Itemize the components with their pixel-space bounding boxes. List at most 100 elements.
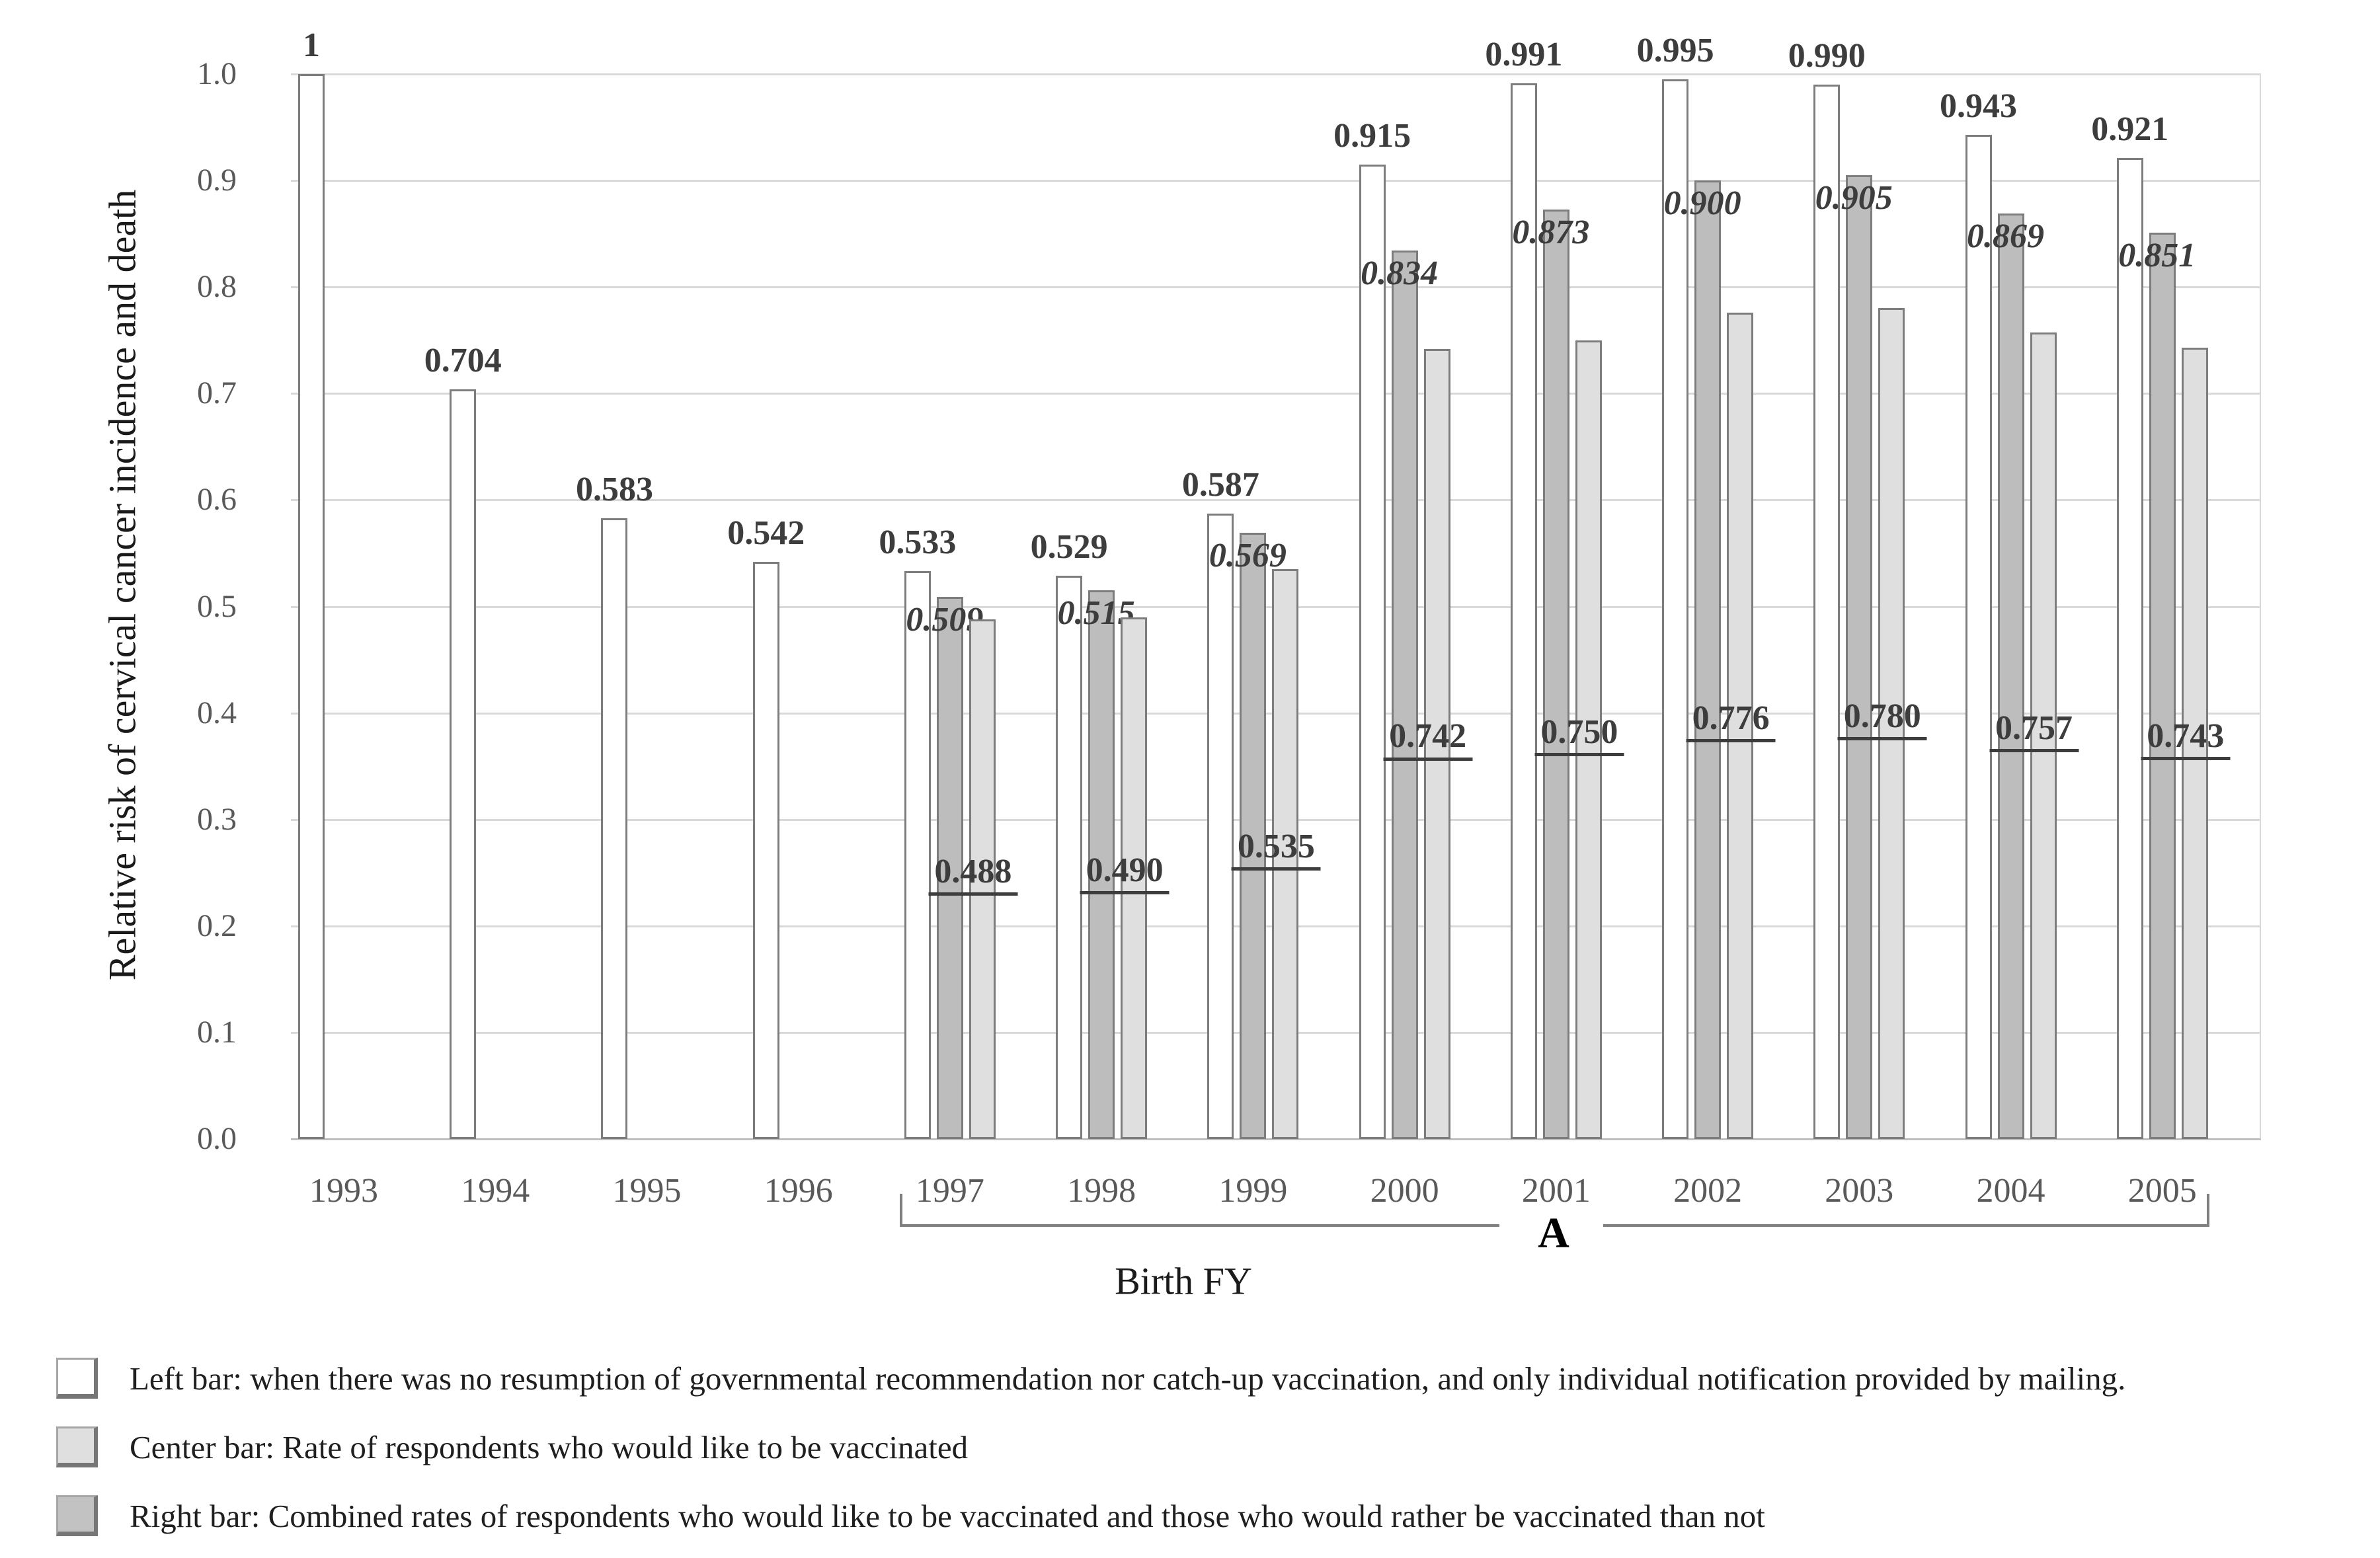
bar-left-2000 — [1359, 164, 1386, 1139]
value-label-center-2005: 0.851 — [2118, 237, 2196, 275]
y-tick-label: 0.4 — [197, 695, 237, 730]
bar-left-2005 — [2116, 158, 2143, 1139]
bar-left-2002 — [1662, 79, 1689, 1139]
bar-right-2002 — [1727, 312, 1754, 1139]
bar-left-1998 — [1056, 575, 1083, 1139]
bar-center-2002 — [1694, 180, 1722, 1139]
legend-label: Right bar: Combined rates of respondents… — [130, 1497, 1765, 1534]
y-tick-label: 0.8 — [197, 269, 237, 305]
bracket-tick-left — [899, 1194, 902, 1226]
value-label-right-1997: 0.488 — [928, 853, 1018, 896]
y-tick-label: 0.1 — [197, 1014, 237, 1050]
bar-left-2003 — [1813, 85, 1841, 1139]
y-tick-label: 0.5 — [197, 588, 237, 624]
bar-left-2004 — [1965, 134, 1992, 1139]
legend-item-right-bar: Right bar: Combined rates of respondents… — [56, 1495, 1765, 1536]
bar-left-2001 — [1510, 83, 1537, 1139]
bar-left-1994 — [450, 389, 477, 1139]
value-label-left-1997: 0.533 — [879, 524, 957, 562]
x-tick-label-2001: 2001 — [1521, 1172, 1591, 1210]
value-label-center-2003: 0.905 — [1815, 179, 1893, 217]
x-tick-label-1998: 1998 — [1067, 1172, 1136, 1210]
bracket-line-right — [1603, 1224, 2209, 1227]
x-tick-label-1994: 1994 — [461, 1172, 530, 1210]
y-tick-label: 0.3 — [197, 801, 237, 837]
value-label-right-2005: 0.743 — [2141, 717, 2231, 760]
y-tick-label: 0.7 — [197, 375, 237, 411]
bar-center-2004 — [1997, 214, 2024, 1139]
x-tick-label-1996: 1996 — [764, 1172, 833, 1210]
bracket-group-annotation: A — [1538, 1209, 1569, 1257]
y-tick-label: 1.0 — [197, 56, 237, 91]
value-label-left-2002: 0.995 — [1636, 32, 1714, 70]
legend-item-center-bar: Center bar: Rate of respondents who woul… — [56, 1426, 968, 1467]
bar-left-1996 — [752, 561, 779, 1139]
y-tick-label: 0.0 — [197, 1121, 237, 1156]
value-label-right-1999: 0.535 — [1231, 828, 1321, 871]
legend-swatch-right-bar — [56, 1495, 98, 1536]
gridline-0.6 — [291, 499, 2261, 502]
value-label-center-2000: 0.834 — [1361, 254, 1439, 293]
legend-swatch-left-bar — [56, 1358, 98, 1399]
legend-label: Left bar: when there was no resumption o… — [130, 1360, 2126, 1397]
bar-center-2003 — [1846, 175, 1873, 1139]
bar-left-1997 — [904, 571, 931, 1139]
bar-right-2004 — [2030, 332, 2057, 1139]
bar-right-2001 — [1575, 340, 1602, 1139]
legend-swatch-center-bar — [56, 1426, 98, 1467]
value-label-left-1993: 1 — [303, 26, 320, 64]
bar-center-1999 — [1240, 533, 1267, 1139]
x-tick-label-2003: 2003 — [1825, 1172, 1894, 1210]
x-axis-title: Birth FY — [1115, 1259, 1252, 1303]
value-label-left-1998: 0.529 — [1030, 527, 1108, 566]
value-label-left-1999: 0.587 — [1181, 466, 1259, 504]
bar-left-1993 — [298, 74, 325, 1139]
x-tick-label-2002: 2002 — [1673, 1172, 1743, 1210]
bar-right-1997 — [969, 619, 996, 1139]
bar-right-2005 — [2181, 348, 2208, 1139]
bar-right-2003 — [1878, 308, 1905, 1139]
x-tick-label-1993: 1993 — [309, 1172, 378, 1210]
gridline-0.9 — [291, 180, 2261, 182]
bar-right-2000 — [1423, 348, 1450, 1139]
value-label-left-1996: 0.542 — [727, 514, 805, 552]
value-label-left-2005: 0.921 — [2091, 110, 2169, 149]
y-tick-label: 0.2 — [197, 908, 237, 943]
bar-center-2000 — [1391, 251, 1418, 1139]
value-label-center-1999: 0.569 — [1209, 537, 1287, 575]
value-label-center-2001: 0.873 — [1512, 213, 1590, 251]
bar-left-1999 — [1207, 514, 1234, 1139]
value-label-left-1994: 0.704 — [424, 341, 502, 379]
value-label-left-2001: 0.991 — [1485, 36, 1563, 74]
gridline-0.7 — [291, 393, 2261, 395]
value-label-center-2004: 0.869 — [1967, 217, 2045, 256]
value-label-left-2004: 0.943 — [1940, 87, 2018, 125]
bar-right-1998 — [1121, 617, 1148, 1139]
y-tick-label: 0.9 — [197, 163, 237, 198]
bar-center-2005 — [2149, 233, 2176, 1139]
value-label-right-2001: 0.750 — [1534, 713, 1624, 757]
bar-left-1995 — [601, 518, 628, 1139]
x-tick-label-1995: 1995 — [612, 1172, 682, 1210]
bar-center-1997 — [936, 597, 963, 1139]
value-label-left-2003: 0.990 — [1788, 37, 1866, 75]
value-label-right-2002: 0.776 — [1686, 699, 1776, 743]
value-label-right-2003: 0.780 — [1837, 697, 1927, 740]
value-label-right-1998: 0.490 — [1080, 851, 1170, 895]
bracket-line-left — [899, 1224, 1499, 1227]
bar-right-1999 — [1272, 569, 1299, 1139]
x-tick-label-2005: 2005 — [2127, 1172, 2197, 1210]
value-label-center-2002: 0.900 — [1663, 184, 1741, 223]
value-label-left-2000: 0.915 — [1333, 116, 1411, 155]
gridline-1.0 — [291, 73, 2261, 75]
y-tick-label: 0.6 — [197, 482, 237, 518]
value-label-right-2004: 0.757 — [1989, 709, 2079, 753]
gridline-0.0 — [291, 1138, 2261, 1140]
bar-center-2001 — [1542, 209, 1569, 1139]
value-label-left-1995: 0.583 — [575, 470, 653, 508]
x-tick-label-2000: 2000 — [1370, 1172, 1439, 1210]
x-tick-label-1999: 1999 — [1218, 1172, 1288, 1210]
plot-right-border — [2260, 74, 2261, 1139]
